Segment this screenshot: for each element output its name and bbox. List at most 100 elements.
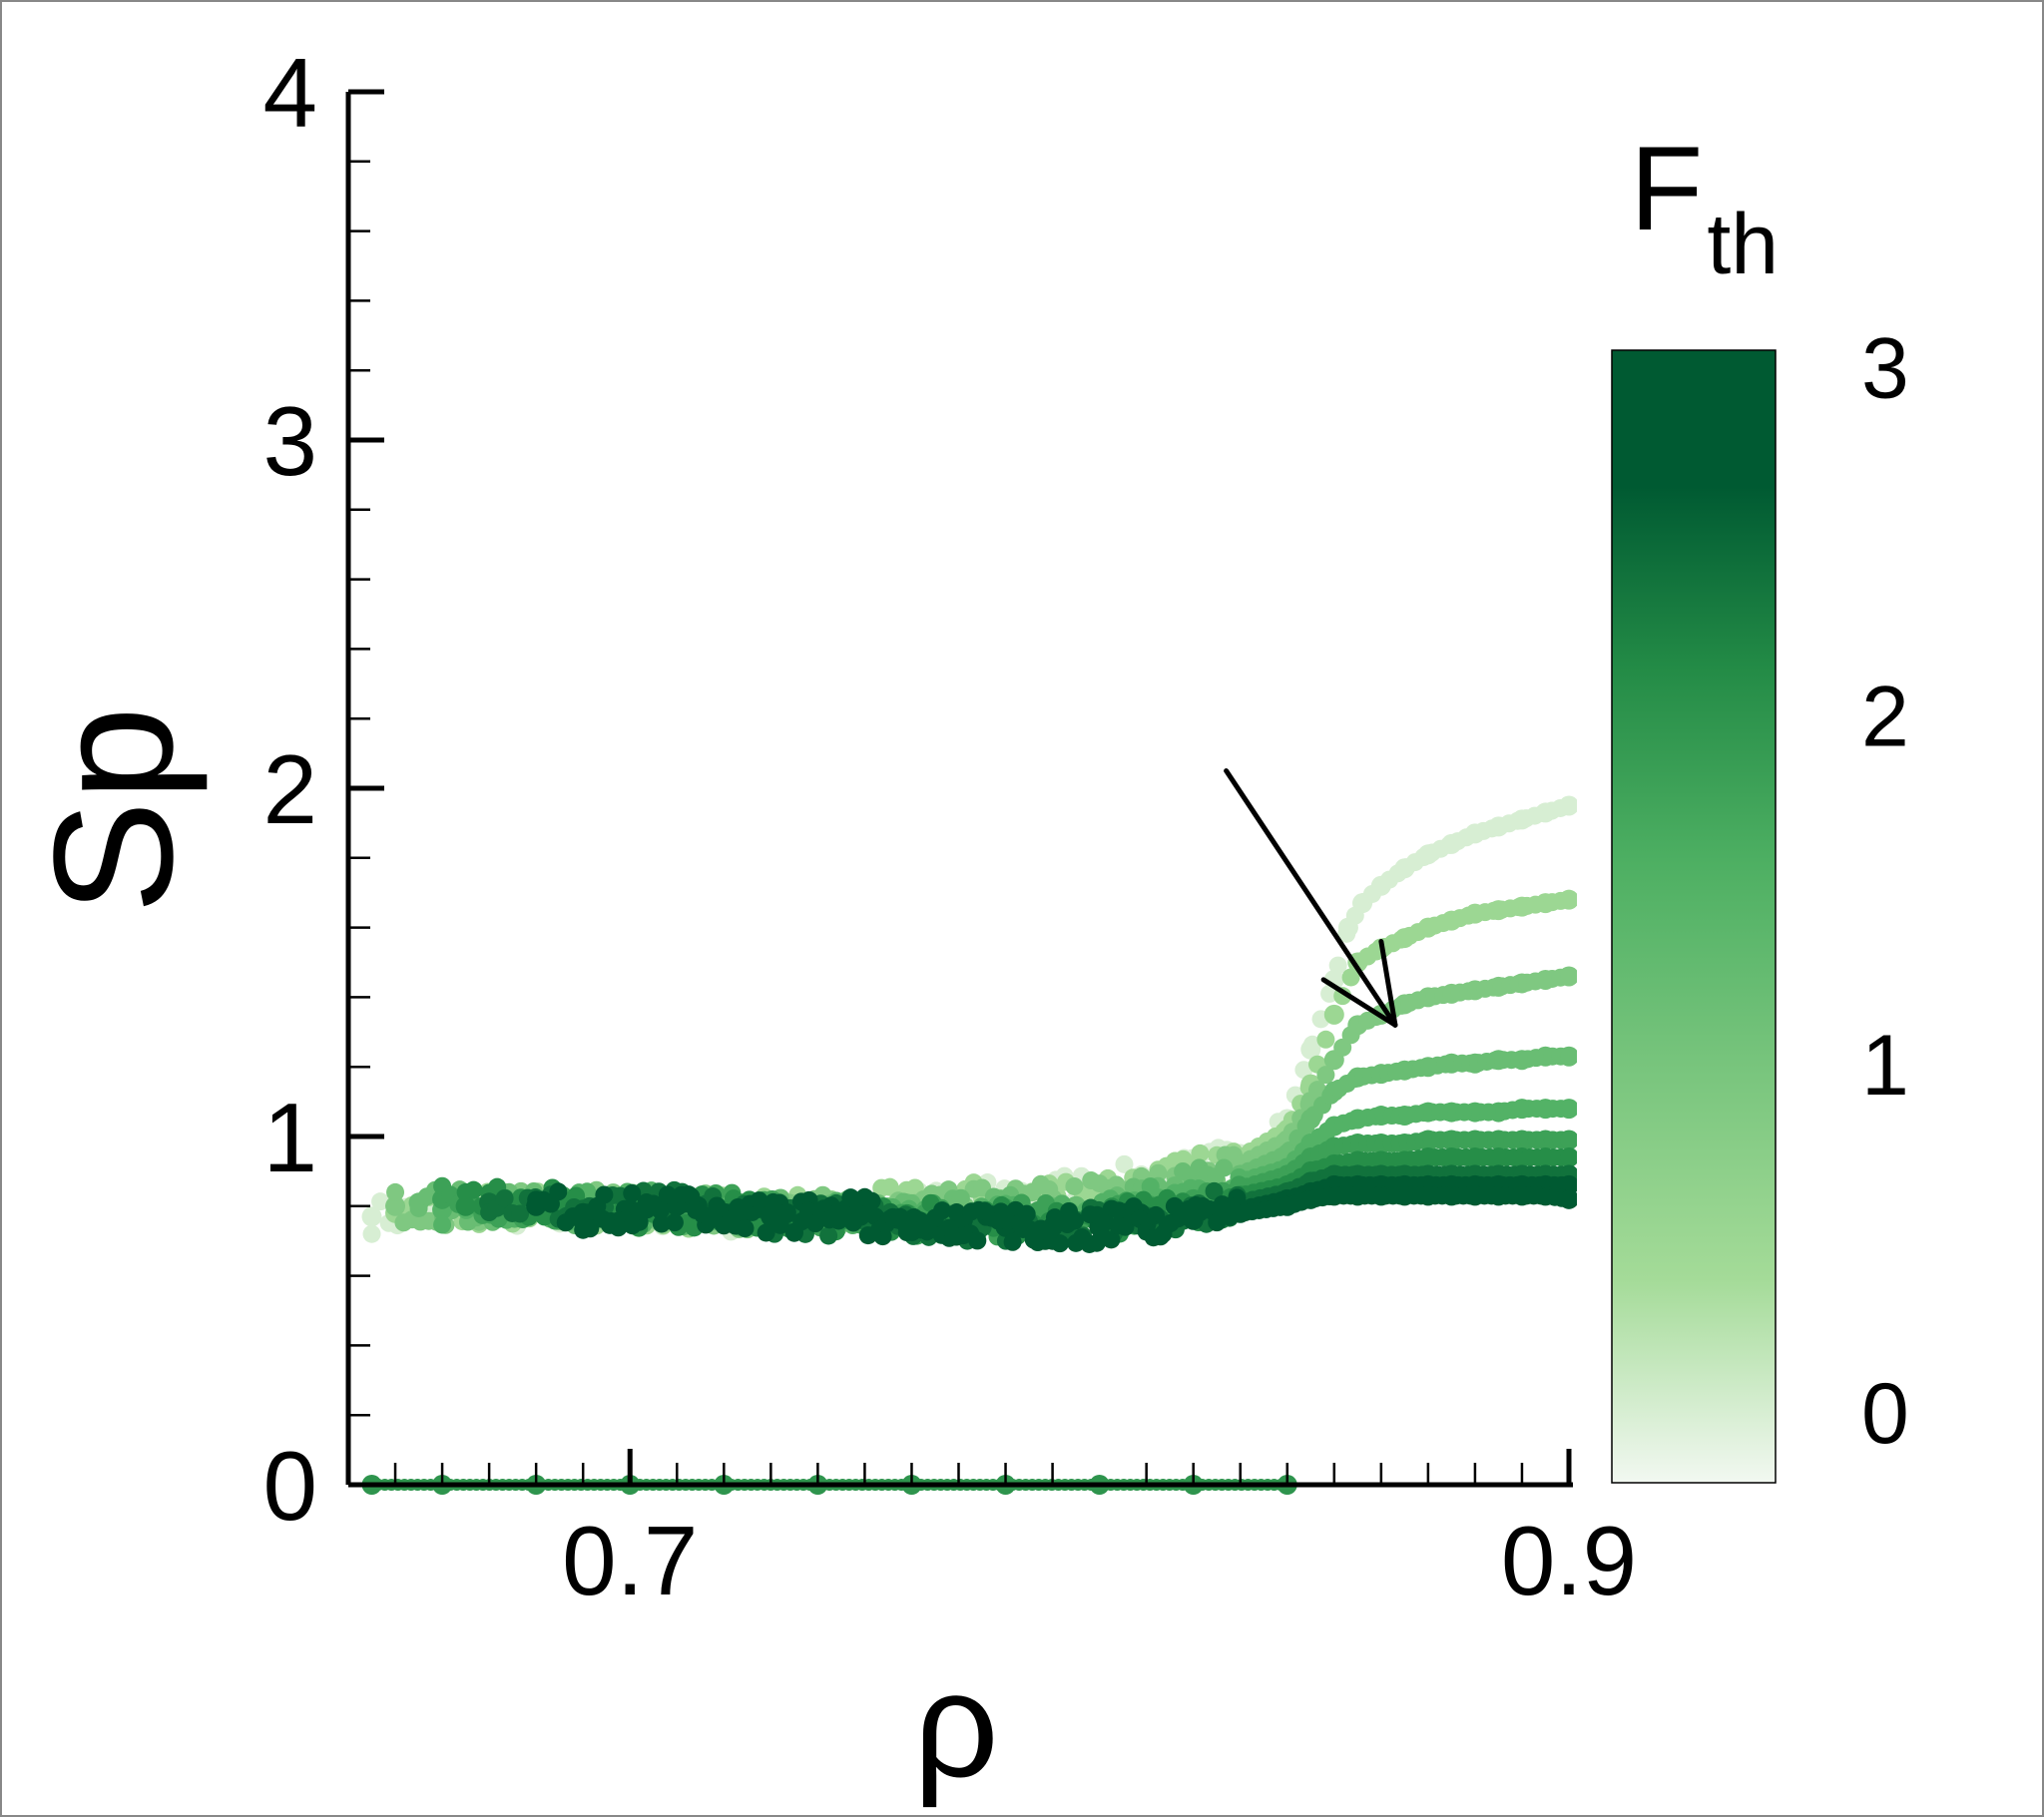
data-point <box>890 1207 909 1226</box>
data-point <box>729 1197 748 1216</box>
data-point <box>777 1203 796 1222</box>
data-point <box>701 1210 720 1229</box>
data-point <box>581 1219 600 1238</box>
annotation-arrow <box>1224 768 1398 1028</box>
data-point <box>549 1182 568 1201</box>
data-point <box>1316 1066 1335 1085</box>
data-point <box>1337 924 1356 943</box>
y-tick-label: 4 <box>262 38 317 148</box>
data-point <box>1102 1230 1121 1249</box>
colorbar-tick-label: 0 <box>1861 1366 1909 1462</box>
data-point <box>658 1185 677 1204</box>
data-point <box>1324 1005 1343 1024</box>
data-point <box>736 1219 755 1238</box>
data-point <box>1065 1176 1084 1195</box>
series-points <box>573 1185 1577 1252</box>
data-point <box>1060 1201 1079 1220</box>
data-point <box>371 1192 390 1211</box>
data-point <box>951 1188 970 1207</box>
data-point <box>1038 1222 1057 1241</box>
data-point <box>897 1223 916 1242</box>
data-point <box>1328 956 1347 975</box>
data-point <box>651 1201 670 1220</box>
data-point <box>1316 1030 1335 1049</box>
x-tick-label: 0.7 <box>562 1506 698 1615</box>
y-tick-label: 1 <box>262 1083 317 1192</box>
colorbar-gradient <box>1611 349 1777 1484</box>
data-point <box>1205 1181 1224 1200</box>
data-point <box>595 1185 614 1204</box>
data-point <box>1017 1204 1036 1223</box>
colorbar-tick-label: 2 <box>1861 670 1909 765</box>
data-point <box>1095 1213 1114 1232</box>
y-tick-label: 0 <box>262 1431 317 1541</box>
data-point <box>708 1196 727 1215</box>
data-point <box>1560 1100 1577 1119</box>
data-point <box>433 1215 452 1234</box>
data-point <box>1074 1230 1093 1249</box>
data-point <box>385 1195 406 1216</box>
colorbar-tick-label: 3 <box>1861 320 1909 416</box>
axes <box>345 92 1573 1488</box>
data-point <box>495 1189 514 1208</box>
arrow-shaft <box>1224 768 1398 1028</box>
data-point <box>1040 1180 1059 1199</box>
colorbar-ticks: 0 1 2 3 <box>1861 320 1909 1462</box>
data-point <box>1345 906 1364 925</box>
data-point <box>1294 1061 1313 1080</box>
arrow-head-right <box>1378 938 1398 1028</box>
data-point <box>1191 1143 1210 1162</box>
data-point <box>623 1216 642 1235</box>
data-point <box>623 1183 642 1202</box>
data-point <box>819 1226 838 1245</box>
data-point <box>362 1224 381 1243</box>
data-point <box>1560 1189 1577 1208</box>
y-axis-title: Sp <box>19 706 209 914</box>
data-point <box>1201 1200 1220 1219</box>
data-point <box>1560 1047 1577 1066</box>
data-point <box>652 1214 671 1233</box>
scatter-points <box>361 795 1577 1495</box>
data-point <box>1149 1163 1168 1182</box>
data-point <box>784 1222 803 1241</box>
colorbar-title-main: F <box>1630 122 1703 255</box>
arrow-head-left <box>1320 977 1398 1028</box>
data-point <box>464 1180 483 1199</box>
data-point <box>573 1202 594 1223</box>
data-point <box>680 1185 699 1204</box>
data-point <box>996 1206 1015 1225</box>
data-point <box>764 1192 782 1211</box>
data-point <box>511 1204 530 1223</box>
data-point <box>757 1223 775 1242</box>
data-point <box>933 1201 952 1220</box>
y-tick-label: 3 <box>262 386 317 496</box>
data-point <box>834 1207 853 1226</box>
data-point <box>361 1206 382 1227</box>
data-point <box>1208 1213 1227 1232</box>
data-point <box>1560 796 1577 815</box>
data-point <box>862 1191 881 1210</box>
y-ticks: 0 1 2 3 4 <box>262 38 384 1541</box>
data-point <box>1560 1147 1577 1166</box>
data-point <box>1050 1234 1069 1253</box>
data-point <box>455 1195 476 1216</box>
colorbar: 0 1 2 3 Fth <box>1611 122 1909 1484</box>
data-point <box>1560 967 1577 986</box>
data-point <box>1115 1154 1134 1173</box>
colorbar-title: Fth <box>1630 122 1779 292</box>
data-point <box>1341 968 1360 987</box>
colorbar-tick-label: 1 <box>1861 1018 1909 1114</box>
data-point <box>1560 890 1577 909</box>
x-ticks: 0.7 0.9 <box>393 1449 1637 1615</box>
data-point <box>1087 1233 1106 1252</box>
data-point <box>386 1182 405 1201</box>
data-point <box>1158 1215 1177 1234</box>
colorbar-title-sub: th <box>1707 197 1779 292</box>
x-axis-title: ρ <box>913 1640 998 1808</box>
x-tick-label: 0.9 <box>1501 1506 1637 1615</box>
y-tick-label: 2 <box>262 734 317 844</box>
data-point <box>1215 1158 1234 1177</box>
data-point <box>665 1213 684 1232</box>
